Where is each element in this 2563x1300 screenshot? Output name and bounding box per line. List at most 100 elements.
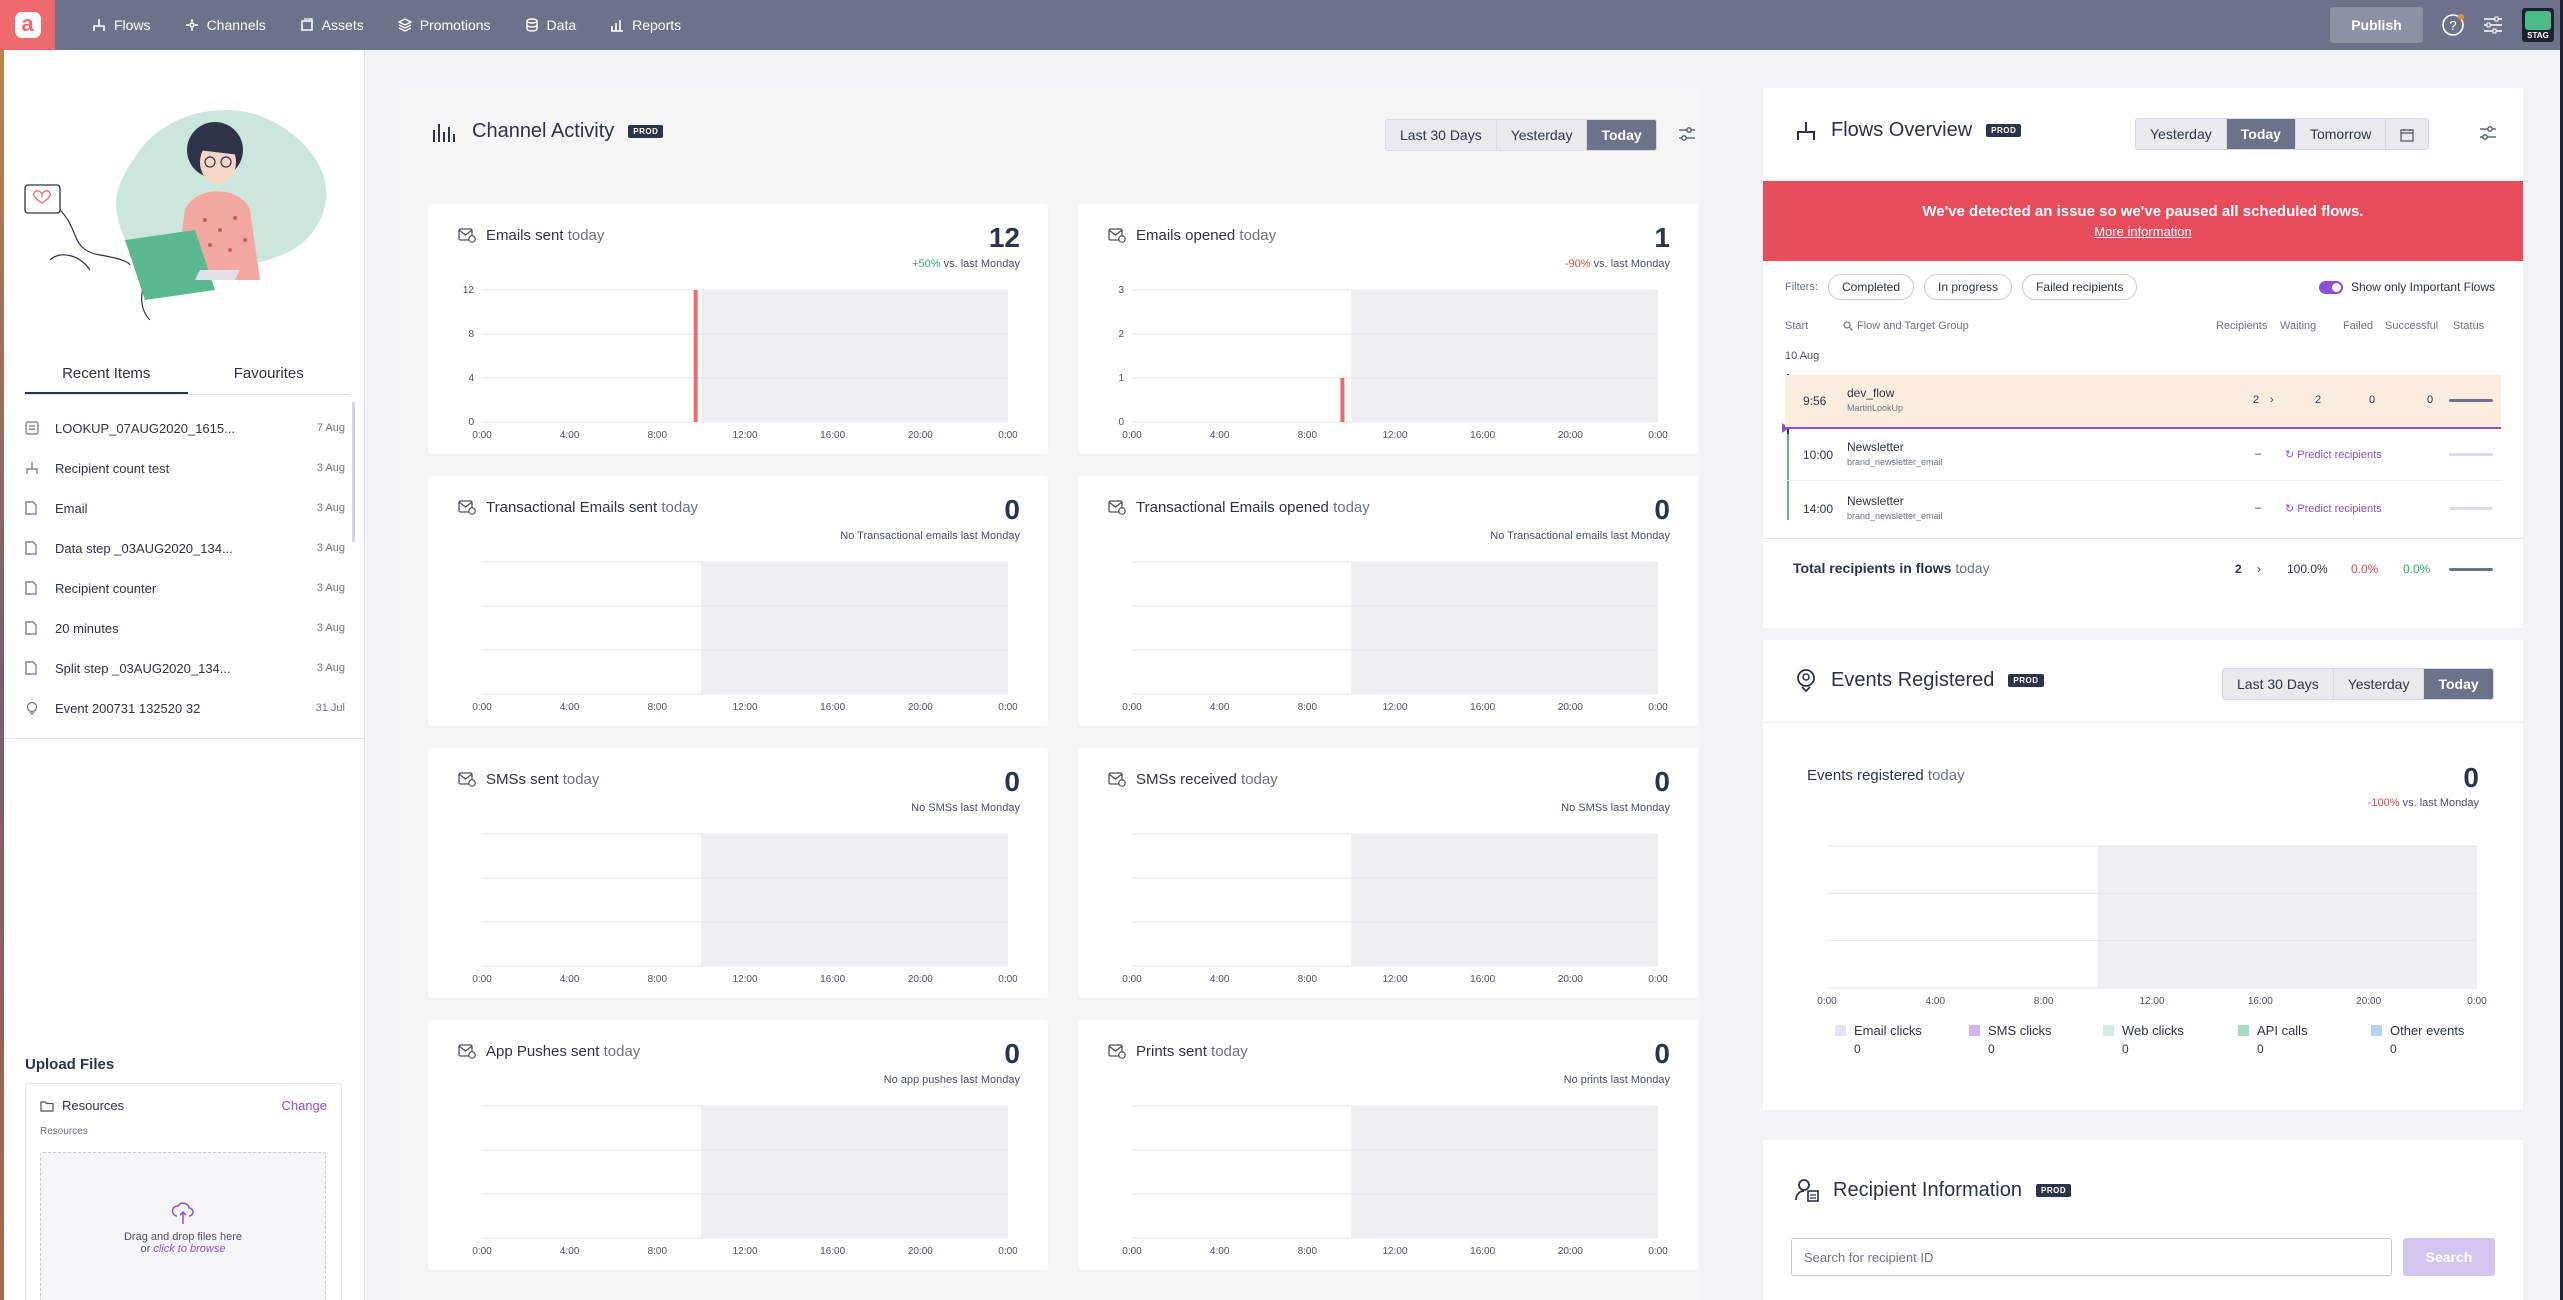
list-item[interactable]: Email 3 Aug <box>25 488 345 528</box>
x-tick-label: 4:00 <box>1926 996 1946 1007</box>
range-yesterday[interactable]: Yesterday <box>1496 120 1588 150</box>
recent-items-scrollbar[interactable] <box>352 402 355 542</box>
upload-folder-path: Resources <box>40 1126 88 1137</box>
filter-sliders-icon[interactable] <box>1678 125 1696 143</box>
x-tick-label: 8:00 <box>2034 996 2054 1007</box>
predict-recipients-link[interactable]: ↻ Predict recipients <box>2285 448 2382 461</box>
list-item[interactable]: Event 200731 132520 32 31 Jul <box>25 688 345 728</box>
events-card-title: Events registered today <box>1807 767 1965 784</box>
settings-sliders-icon[interactable] <box>2481 13 2505 37</box>
tab-favourites[interactable]: Favourites <box>233 365 304 382</box>
list-item[interactable]: Data step _03AUG2020_134... 3 Aug <box>25 528 345 568</box>
filter-failed-recipients[interactable]: Failed recipients <box>2022 274 2138 300</box>
predict-recipients-label: Predict recipients <box>2297 503 2382 515</box>
alert-more-info-link[interactable]: More information <box>2094 224 2192 239</box>
or-text: or <box>140 1243 151 1255</box>
events-registered-panel: Events Registered PROD Last 30 Days Yest… <box>1763 640 2523 1110</box>
total-suffix: today <box>1955 560 1990 576</box>
card-compare-text: No app pushes last Monday <box>883 1074 1020 1086</box>
help-icon[interactable]: ? <box>2441 13 2465 37</box>
card-title-text: App Pushes sent <box>486 1042 600 1060</box>
channel-chart: 0:00 4:00 8:00 12:00 16:00 20:00 0:00 <box>1122 561 1668 713</box>
range-tomorrow[interactable]: Tomorrow <box>2295 119 2387 149</box>
list-item[interactable]: Split step _03AUG2020_134... 3 Aug <box>25 648 345 688</box>
recent-item-name: Email <box>55 500 88 516</box>
change-folder-link[interactable]: Change <box>281 1098 327 1113</box>
range-last-30-days[interactable]: Last 30 Days <box>1386 120 1497 150</box>
filter-sliders-icon[interactable] <box>2479 124 2497 142</box>
events-delta: -100% <box>2367 797 2400 809</box>
divider <box>0 738 365 739</box>
x-tick-label: 4:00 <box>560 702 580 713</box>
app-logo[interactable]: a <box>0 0 55 50</box>
range-yesterday[interactable]: Yesterday <box>2333 669 2425 699</box>
legend-label: SMS clicks <box>1988 1023 2052 1038</box>
nav-assets-label: Assets <box>321 17 364 33</box>
browse-link[interactable]: click to browse <box>153 1243 226 1255</box>
y-tick-label: 0 <box>468 417 474 428</box>
filter-completed[interactable]: Completed <box>1828 274 1915 300</box>
card-title-text: Transactional Emails sent <box>486 498 658 516</box>
col-start: Start <box>1785 320 1809 332</box>
x-tick-label: 12:00 <box>732 430 757 441</box>
range-today[interactable]: Today <box>1587 120 1656 150</box>
timeline-line <box>1787 434 1789 520</box>
recipient-information-panel: Recipient Information PROD Search for re… <box>1763 1140 2523 1300</box>
list-item[interactable]: LOOKUP_07AUG2020_1615... 7 Aug <box>25 408 345 448</box>
toggle-switch[interactable] <box>2318 280 2343 294</box>
flows-icon <box>93 19 105 31</box>
environment-badge[interactable]: STAG <box>2522 8 2554 42</box>
important-flows-toggle[interactable]: Show only Important Flows <box>2318 280 2495 294</box>
calendar-button[interactable] <box>2386 119 2429 149</box>
card-title-suffix: today <box>562 770 600 788</box>
card-compare: No Transactional emails last Monday <box>1490 530 1670 542</box>
table-row[interactable]: 14:00 Newsletter brand_newsletter_email … <box>1785 483 2501 535</box>
recipient-search-button[interactable]: Search <box>2403 1238 2495 1276</box>
table-row[interactable]: 9:56 dev_flow MartinLookUp 2 › 2 0 0 <box>1785 375 2501 427</box>
table-row[interactable]: 10:00 Newsletter brand_newsletter_email … <box>1785 429 2501 481</box>
nav-reports[interactable]: Reports <box>593 0 698 50</box>
range-today[interactable]: Today <box>2226 119 2296 149</box>
y-tick-label: 12 <box>463 285 475 296</box>
filter-in-progress[interactable]: In progress <box>1924 274 2013 300</box>
nav-flows[interactable]: Flows <box>75 0 168 50</box>
document-icon <box>25 581 37 595</box>
upload-files-box: Resources Change Resources Drag and drop… <box>25 1083 342 1300</box>
current-time-line <box>1785 427 2501 429</box>
file-dropzone[interactable]: Drag and drop files here or click to bro… <box>40 1152 326 1300</box>
filters-label: Filters: <box>1785 281 1818 293</box>
nav-data[interactable]: Data <box>508 0 594 50</box>
legend-item: Web clicks 0 <box>2103 1023 2184 1056</box>
card-title: Emails sent today <box>458 226 604 244</box>
card-compare: -90% vs. last Monday <box>1565 258 1670 270</box>
folder-icon <box>40 1100 54 1112</box>
tab-recent-items[interactable]: Recent Items <box>25 355 188 394</box>
predict-recipients-link[interactable]: ↻ Predict recipients <box>2285 502 2382 515</box>
list-item[interactable]: Recipient count test 3 Aug <box>25 448 345 488</box>
x-tick-label: 0:00 <box>1122 702 1142 713</box>
channel-card: SMSs sent today 0 No SMSs last Monday 0:00… <box>428 748 1048 998</box>
chart-bar <box>1340 378 1345 422</box>
range-last-30-days[interactable]: Last 30 Days <box>2223 669 2334 699</box>
recipient-search-input[interactable]: Search for recipient ID <box>1791 1238 2392 1276</box>
card-value: 0 <box>1004 494 1020 525</box>
channel-chart: 0:00 4:00 8:00 12:00 16:00 20:00 0:00 <box>1122 833 1668 985</box>
nav-promotions[interactable]: Promotions <box>381 0 508 50</box>
list-item[interactable]: Recipient counter 3 Aug <box>25 568 345 608</box>
x-tick-label: 4:00 <box>1210 974 1230 985</box>
x-tick-label: 8:00 <box>1298 702 1318 713</box>
recent-item-name: LOOKUP_07AUG2020_1615... <box>55 420 235 436</box>
nav-assets[interactable]: Assets <box>283 0 381 50</box>
card-compare: +50% vs. last Monday <box>912 258 1020 270</box>
publish-button[interactable]: Publish <box>2330 7 2423 43</box>
channel-card: Emails sent today 12 +50% vs. last Monday 1… <box>428 204 1048 454</box>
x-tick-label: 4:00 <box>1210 1246 1230 1257</box>
flow-waiting: 2 <box>2315 394 2322 406</box>
flows-overview-header: Flows Overview PROD <box>1795 119 2022 142</box>
range-today[interactable]: Today <box>2424 669 2493 699</box>
events-registered-header: Events Registered PROD <box>1795 668 2044 692</box>
list-item[interactable]: 20 minutes 3 Aug <box>25 608 345 648</box>
range-yesterday[interactable]: Yesterday <box>2136 119 2227 149</box>
flow-target: brand_newsletter_email <box>1847 511 1943 521</box>
nav-channels[interactable]: Channels <box>168 0 283 50</box>
